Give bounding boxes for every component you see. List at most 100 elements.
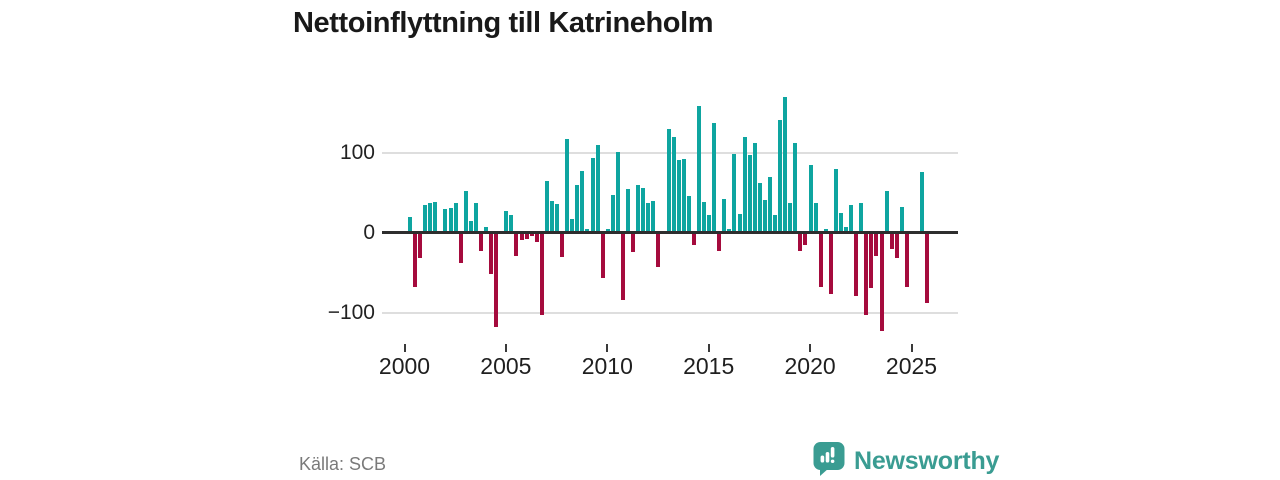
- x-label-2010: 2010: [581, 353, 633, 379]
- bar-2002-q2: [453, 202, 458, 233]
- bar-2015-q2: [717, 233, 722, 251]
- bar-2007-q1: [549, 201, 554, 233]
- bar-2001-q4: [443, 209, 448, 233]
- bar-2016-q2: [737, 213, 742, 233]
- bar-2005-q3: [519, 233, 524, 241]
- bar-2000-q3: [418, 233, 423, 258]
- bar-2019-q3: [803, 233, 808, 245]
- y-axis-label-neg100: −100: [327, 301, 375, 324]
- gridline-minus-100: [382, 312, 958, 314]
- y-axis-label-0: 0: [363, 221, 375, 244]
- bar-2024-q2: [899, 207, 904, 233]
- bar-2019-q2: [798, 233, 803, 251]
- bar-2014-q1: [691, 233, 696, 245]
- bar-2023-q4: [889, 233, 894, 249]
- bar-2006-q4: [544, 181, 549, 233]
- source-note: Källa: SCB: [299, 454, 387, 474]
- newsworthy-bubble-chart-icon: [812, 440, 846, 480]
- bar-2018-q1: [773, 214, 778, 233]
- bar-2021-q2: [838, 213, 843, 233]
- x-tick-2015: [707, 344, 710, 352]
- bar-2003-q4: [484, 226, 489, 233]
- bar-2007-q3: [560, 233, 565, 257]
- bar-2018-q4: [788, 202, 793, 233]
- bar-2006-q3: [539, 233, 544, 315]
- bar-2013-q4: [686, 196, 691, 233]
- bar-2025-q2: [920, 172, 925, 233]
- bar-2020-q2: [818, 233, 823, 288]
- bar-2019-q4: [808, 165, 813, 233]
- bar-2003-q2: [473, 203, 478, 233]
- bar-2011-q4: [646, 203, 651, 233]
- bar-2002-q3: [458, 233, 463, 263]
- bar-2022-q1: [854, 233, 859, 297]
- bar-2018-q3: [783, 97, 788, 233]
- bar-2024-q3: [904, 233, 909, 287]
- bar-2002-q1: [448, 208, 453, 233]
- bar-2019-q1: [793, 142, 798, 233]
- x-tick-2010: [606, 344, 609, 352]
- bar-2009-q3: [600, 233, 605, 278]
- bar-2005-q4: [524, 233, 529, 239]
- bar-2020-q1: [813, 202, 818, 233]
- bar-2008-q3: [580, 170, 585, 233]
- x-label-2005: 2005: [480, 353, 532, 379]
- bar-2014-q2: [696, 105, 701, 233]
- bar-2017-q3: [762, 200, 767, 233]
- bar-2023-q1: [874, 233, 879, 257]
- bar-2015-q3: [722, 199, 727, 233]
- bar-2013-q1: [671, 137, 676, 233]
- bar-2000-q4: [423, 205, 428, 233]
- bar-2021-q3: [844, 227, 849, 233]
- bar-2010-q3: [620, 233, 625, 301]
- bar-2024-q1: [894, 233, 899, 258]
- bar-2018-q2: [778, 120, 783, 233]
- bar-2010-q2: [615, 152, 620, 233]
- bar-2021-q4: [849, 205, 854, 233]
- bar-2006-q2: [534, 233, 539, 242]
- bar-2004-q1: [489, 233, 494, 274]
- x-label-2020: 2020: [784, 353, 836, 379]
- bar-2023-q3: [884, 191, 889, 233]
- bar-2000-q1: [408, 217, 412, 233]
- x-label-2025: 2025: [885, 353, 938, 379]
- y-axis-label-100: 100: [339, 141, 375, 164]
- zero-baseline: [382, 231, 958, 234]
- bar-2010-q1: [610, 195, 615, 233]
- bar-2008-q1: [570, 218, 575, 233]
- bar-2017-q2: [757, 183, 762, 233]
- x-label-2000: 2000: [378, 353, 431, 379]
- bar-2009-q1: [590, 157, 595, 233]
- bar-2015-q1: [712, 123, 717, 233]
- bar-2005-q2: [514, 233, 519, 257]
- bar-2017-q4: [767, 177, 772, 233]
- bar-2017-q1: [752, 142, 757, 233]
- bar-2012-q4: [666, 129, 671, 233]
- bar-2004-q2: [494, 233, 499, 327]
- bar-2003-q1: [468, 221, 473, 233]
- bar-2013-q3: [681, 159, 686, 233]
- x-tick-2025: [910, 344, 913, 352]
- bar-2022-q3: [864, 233, 869, 316]
- bar-2005-q1: [509, 215, 514, 233]
- bar-2008-q2: [575, 185, 580, 233]
- bar-2009-q2: [595, 145, 600, 233]
- x-label-2015: 2015: [683, 353, 735, 379]
- bar-2020-q4: [828, 233, 833, 294]
- bar-2014-q3: [702, 201, 707, 233]
- bar-2013-q2: [676, 160, 681, 233]
- bar-2016-q4: [747, 155, 752, 233]
- bar-2016-q3: [742, 137, 747, 233]
- bar-2014-q4: [707, 215, 712, 233]
- bar-2007-q2: [555, 204, 560, 233]
- bar-2011-q1: [631, 233, 636, 253]
- bar-2025-q3: [925, 233, 930, 303]
- x-tick-2000: [403, 344, 406, 352]
- bar-2001-q1: [428, 202, 433, 233]
- newsworthy-logo-text: Newsworthy: [854, 446, 1000, 475]
- bar-2012-q1: [651, 201, 656, 233]
- bar-2021-q1: [833, 169, 838, 233]
- bar-2016-q1: [732, 153, 737, 233]
- x-tick-2005: [504, 344, 507, 352]
